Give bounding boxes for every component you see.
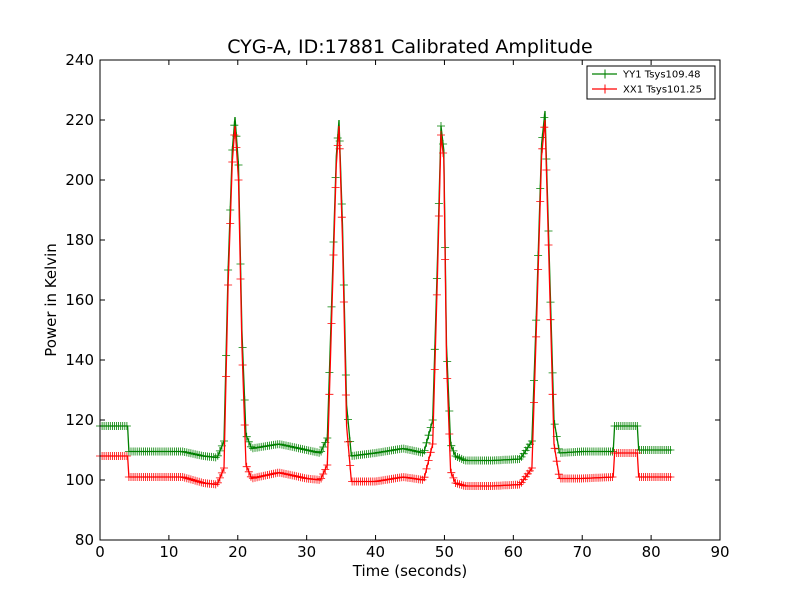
y-tick-label: 180 bbox=[65, 231, 94, 249]
x-tick-label: 70 bbox=[573, 543, 592, 561]
x-tick-label: 80 bbox=[642, 543, 661, 561]
legend-marker-yy1-tsys109-48 bbox=[600, 69, 610, 79]
x-tick-label: 10 bbox=[159, 543, 178, 561]
x-tick-label: 40 bbox=[366, 543, 385, 561]
legend-box bbox=[586, 65, 716, 100]
series-xx1-tsys101-25 bbox=[96, 119, 675, 490]
chart-title: CYG-A, ID:17881 Calibrated Amplitude bbox=[227, 36, 592, 58]
x-tick-label: 30 bbox=[297, 543, 316, 561]
legend-marker-xx1-tsys101-25 bbox=[600, 84, 610, 94]
x-tick-label: 60 bbox=[504, 543, 523, 561]
legend: YY1 Tsys109.48 XX1 Tsys101.25 bbox=[586, 65, 716, 100]
y-tick-label: 220 bbox=[65, 111, 94, 129]
x-tick-label: 0 bbox=[95, 543, 105, 561]
legend-label-xx1-tsys101-25: XX1 Tsys101.25 bbox=[623, 85, 702, 96]
x-tick-label: 20 bbox=[228, 543, 247, 561]
y-tick-label: 200 bbox=[65, 171, 94, 189]
legend-label-yy1-tsys109-48: YY1 Tsys109.48 bbox=[622, 70, 701, 81]
x-axis-title: Time (seconds) bbox=[352, 562, 468, 580]
x-tick-label: 50 bbox=[435, 543, 454, 561]
y-tick-label: 160 bbox=[65, 291, 94, 309]
y-tick-label: 240 bbox=[65, 51, 94, 69]
y-tick-label: 120 bbox=[65, 411, 94, 429]
y-tick-label: 80 bbox=[75, 531, 94, 549]
y-tick-label: 100 bbox=[65, 471, 94, 489]
plot-lines bbox=[96, 110, 675, 490]
x-tick-label: 90 bbox=[710, 543, 729, 561]
y-tick-label: 140 bbox=[65, 351, 94, 369]
axis-ticks: 0 10 20 30 40 50 60 70 80 90 80 100 120 140 160 180 200 2… bbox=[65, 51, 729, 561]
y-axis-title: Power in Kelvin bbox=[42, 243, 60, 357]
